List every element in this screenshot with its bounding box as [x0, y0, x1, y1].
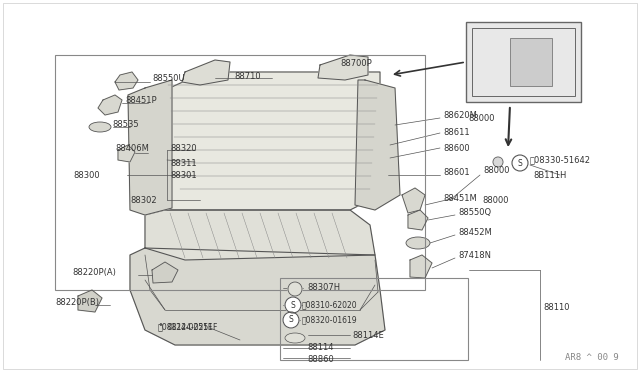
Polygon shape	[128, 80, 172, 215]
Text: 88611: 88611	[443, 128, 470, 137]
Text: S: S	[518, 158, 522, 167]
Text: 88710: 88710	[234, 71, 260, 80]
Text: 08124-0251F: 08124-0251F	[168, 324, 218, 333]
Text: S: S	[289, 315, 293, 324]
Text: 88700P: 88700P	[340, 58, 372, 67]
Text: 87418N: 87418N	[458, 250, 491, 260]
Text: 88406M: 88406M	[115, 144, 149, 153]
Text: 88220P(B): 88220P(B)	[55, 298, 99, 307]
Polygon shape	[318, 55, 368, 80]
Text: 88451M: 88451M	[443, 193, 477, 202]
Text: 88000: 88000	[483, 166, 509, 174]
Text: 88300: 88300	[73, 170, 100, 180]
Polygon shape	[182, 60, 230, 85]
Polygon shape	[402, 188, 425, 213]
Ellipse shape	[89, 122, 111, 132]
Polygon shape	[130, 248, 385, 345]
Text: 88860: 88860	[307, 356, 333, 365]
Text: 8B111H: 8B111H	[533, 170, 566, 180]
Text: Ⓝ08330-51642: Ⓝ08330-51642	[530, 155, 591, 164]
Polygon shape	[98, 95, 122, 115]
Text: 88620M: 88620M	[443, 110, 477, 119]
Text: S: S	[291, 301, 296, 310]
Text: 88311: 88311	[170, 158, 196, 167]
Polygon shape	[410, 255, 432, 278]
Circle shape	[493, 157, 503, 167]
Text: 88307H: 88307H	[307, 283, 340, 292]
Polygon shape	[165, 72, 380, 210]
Text: AR8 ^ 00 9: AR8 ^ 00 9	[565, 353, 619, 362]
Polygon shape	[115, 72, 138, 90]
Text: Ⓑ: Ⓑ	[158, 324, 163, 333]
Bar	[466, 22, 581, 102]
Text: 88000: 88000	[482, 196, 509, 205]
Bar	[280, 278, 468, 360]
Circle shape	[285, 297, 301, 313]
Polygon shape	[145, 210, 375, 260]
Text: Ⓝ08310-62020: Ⓝ08310-62020	[302, 301, 358, 310]
Text: 88320: 88320	[170, 144, 196, 153]
Text: 88601: 88601	[443, 167, 470, 176]
Text: 88110: 88110	[543, 304, 570, 312]
Text: 88114E: 88114E	[352, 330, 384, 340]
Text: 88114: 88114	[307, 343, 333, 353]
Ellipse shape	[406, 237, 430, 249]
Bar	[472, 28, 575, 96]
Text: 88550Q: 88550Q	[458, 208, 491, 217]
Polygon shape	[118, 145, 135, 162]
Text: 88452M: 88452M	[458, 228, 492, 237]
Text: 88220P(A): 88220P(A)	[72, 267, 116, 276]
Polygon shape	[408, 210, 428, 230]
Circle shape	[512, 155, 528, 171]
Polygon shape	[355, 80, 400, 210]
Ellipse shape	[285, 333, 305, 343]
Circle shape	[288, 282, 302, 296]
Text: Ⓝ08320-01619: Ⓝ08320-01619	[302, 315, 358, 324]
Text: 88301: 88301	[170, 170, 196, 180]
Text: 88600: 88600	[443, 144, 470, 153]
Text: °08124-0251F: °08124-0251F	[158, 324, 212, 333]
Polygon shape	[152, 262, 178, 283]
Bar	[510, 38, 552, 86]
Text: 88535: 88535	[112, 119, 139, 128]
Text: 88000: 88000	[468, 113, 495, 122]
Circle shape	[283, 312, 299, 328]
Text: 88451P: 88451P	[125, 96, 157, 105]
Text: 88302: 88302	[130, 196, 157, 205]
Bar	[55, 55, 425, 290]
Text: 88550U: 88550U	[152, 74, 184, 83]
Polygon shape	[78, 290, 102, 312]
